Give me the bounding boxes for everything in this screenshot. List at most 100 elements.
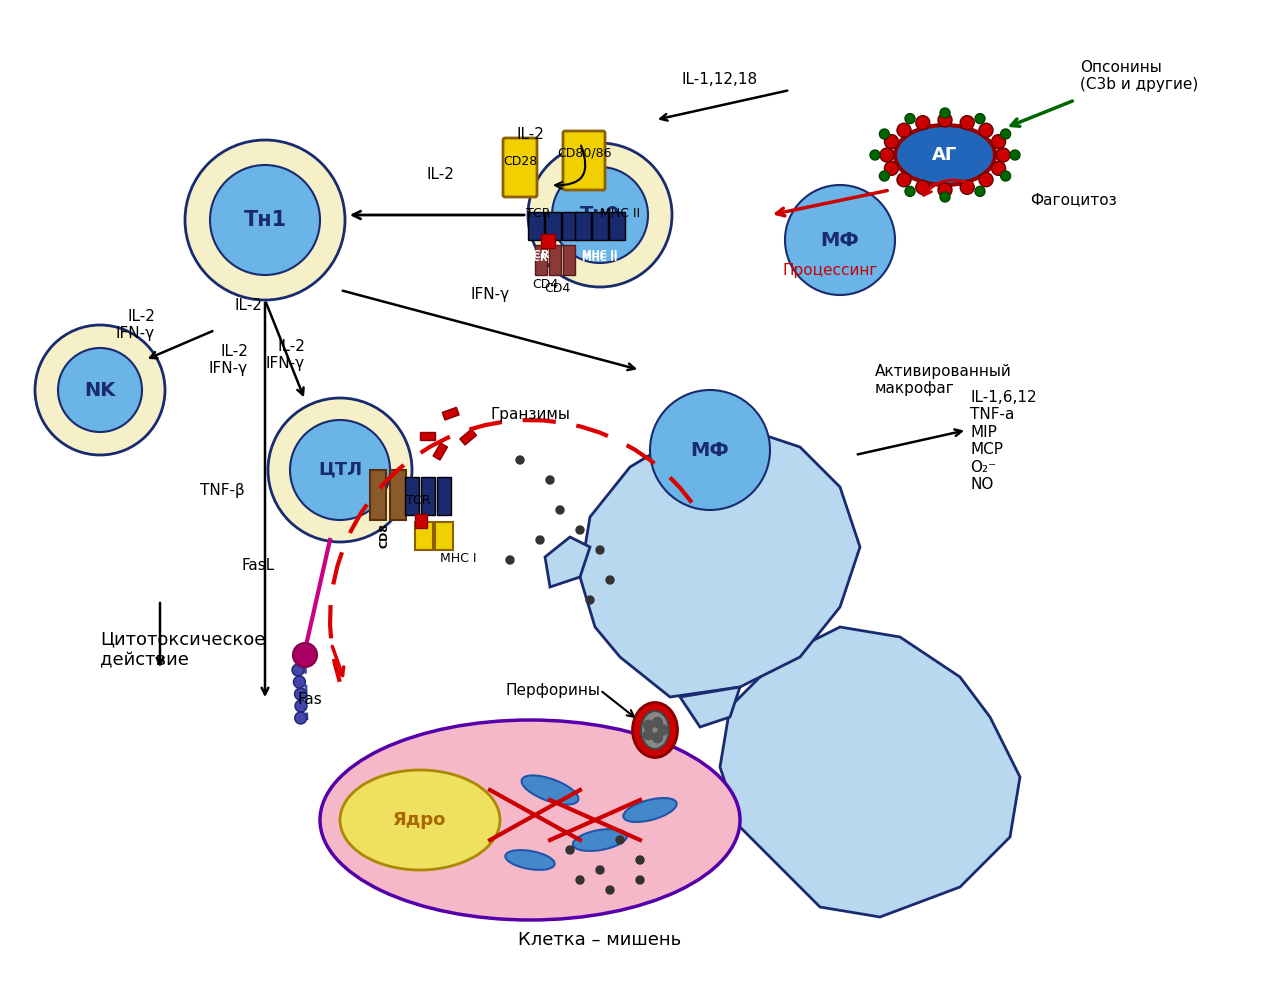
Circle shape: [870, 150, 881, 160]
Circle shape: [938, 183, 952, 197]
Circle shape: [516, 456, 524, 464]
Circle shape: [992, 135, 1006, 149]
Circle shape: [636, 876, 644, 884]
Text: Процессинг: Процессинг: [782, 262, 878, 277]
Bar: [562, 212, 579, 240]
Circle shape: [979, 172, 993, 186]
Circle shape: [1001, 129, 1011, 139]
Ellipse shape: [340, 770, 500, 870]
Circle shape: [293, 643, 317, 667]
Text: Активированный
макрофаг: Активированный макрофаг: [876, 364, 1011, 396]
Text: IL-1,6,12
TNF-a
MIP
MCP
O₂⁻
NO: IL-1,6,12 TNF-a MIP MCP O₂⁻ NO: [970, 390, 1037, 492]
Text: Клетка – мишень: Клетка – мишень: [518, 931, 682, 949]
Text: CD80/86: CD80/86: [557, 147, 612, 160]
Text: TCR: TCR: [406, 494, 430, 506]
Circle shape: [975, 114, 986, 124]
Circle shape: [58, 348, 142, 432]
Circle shape: [653, 733, 663, 743]
Circle shape: [884, 135, 899, 149]
Text: TCR: TCR: [526, 250, 550, 260]
Text: МФ: МФ: [691, 441, 730, 460]
Text: CD4: CD4: [532, 278, 558, 291]
Bar: [443, 408, 460, 420]
Ellipse shape: [641, 711, 669, 749]
Text: Тн1: Тн1: [243, 210, 287, 230]
Circle shape: [884, 162, 899, 175]
Text: Fas: Fas: [298, 693, 323, 708]
Ellipse shape: [623, 798, 677, 822]
Circle shape: [586, 596, 594, 604]
Text: NK: NK: [84, 381, 115, 400]
Bar: [435, 522, 453, 550]
Bar: [415, 522, 433, 550]
Ellipse shape: [573, 830, 627, 851]
Circle shape: [576, 876, 584, 884]
Circle shape: [644, 720, 654, 730]
Circle shape: [940, 108, 950, 118]
Bar: [591, 212, 608, 240]
FancyArrowPatch shape: [556, 146, 585, 188]
Circle shape: [294, 700, 307, 712]
Ellipse shape: [320, 720, 740, 920]
Bar: [404, 477, 419, 515]
Circle shape: [596, 866, 604, 874]
Bar: [563, 245, 575, 275]
Text: Фагоцитоз: Фагоцитоз: [1030, 192, 1116, 207]
Circle shape: [605, 886, 614, 894]
Circle shape: [596, 546, 604, 554]
Polygon shape: [680, 687, 740, 727]
Circle shape: [529, 143, 672, 287]
Text: ЦТЛ: ЦТЛ: [317, 461, 362, 479]
Text: Опсонины
(С3b и другие): Опсонины (С3b и другие): [1080, 60, 1198, 93]
Text: FasL: FasL: [242, 557, 275, 572]
Text: IL-2: IL-2: [426, 167, 454, 182]
Text: Ядро: Ядро: [393, 811, 447, 829]
Circle shape: [785, 185, 895, 295]
Bar: [460, 430, 476, 445]
Circle shape: [879, 171, 890, 181]
Circle shape: [992, 162, 1006, 175]
Circle shape: [975, 186, 986, 196]
Circle shape: [210, 165, 320, 275]
Bar: [421, 477, 435, 515]
Circle shape: [547, 476, 554, 484]
Circle shape: [915, 180, 929, 194]
Circle shape: [960, 180, 974, 194]
Text: МНС II: МНС II: [582, 250, 618, 260]
Ellipse shape: [632, 703, 677, 758]
Circle shape: [881, 148, 893, 162]
Circle shape: [605, 576, 614, 584]
Circle shape: [938, 113, 952, 127]
Text: TNF-β: TNF-β: [200, 483, 244, 498]
Circle shape: [552, 167, 648, 263]
Circle shape: [940, 192, 950, 202]
Circle shape: [905, 186, 915, 196]
Circle shape: [506, 556, 515, 564]
Text: Тн0: Тн0: [580, 205, 620, 224]
Text: Цитотоксическое
действие: Цитотоксическое действие: [100, 630, 265, 669]
Text: IL-2
IFN-γ: IL-2 IFN-γ: [266, 339, 305, 371]
Text: Перфорины: Перфорины: [506, 683, 600, 698]
Circle shape: [536, 536, 544, 544]
Circle shape: [996, 148, 1010, 162]
Bar: [609, 212, 625, 240]
Bar: [370, 470, 387, 520]
Text: TCR: TCR: [527, 253, 549, 263]
Bar: [433, 443, 448, 460]
Text: IL-2
IFN-γ: IL-2 IFN-γ: [116, 309, 155, 341]
Circle shape: [186, 140, 346, 300]
Bar: [436, 477, 451, 515]
Text: IFN-γ: IFN-γ: [471, 287, 509, 302]
Text: CD28: CD28: [503, 155, 538, 168]
Circle shape: [1010, 150, 1020, 160]
Bar: [575, 212, 591, 240]
Bar: [420, 432, 435, 440]
Text: IL-2
IFN-γ: IL-2 IFN-γ: [209, 344, 248, 376]
Circle shape: [294, 688, 306, 700]
Ellipse shape: [506, 850, 554, 869]
Circle shape: [915, 116, 929, 130]
Ellipse shape: [895, 125, 995, 185]
Circle shape: [268, 398, 412, 542]
Circle shape: [576, 526, 584, 534]
Circle shape: [556, 506, 564, 514]
